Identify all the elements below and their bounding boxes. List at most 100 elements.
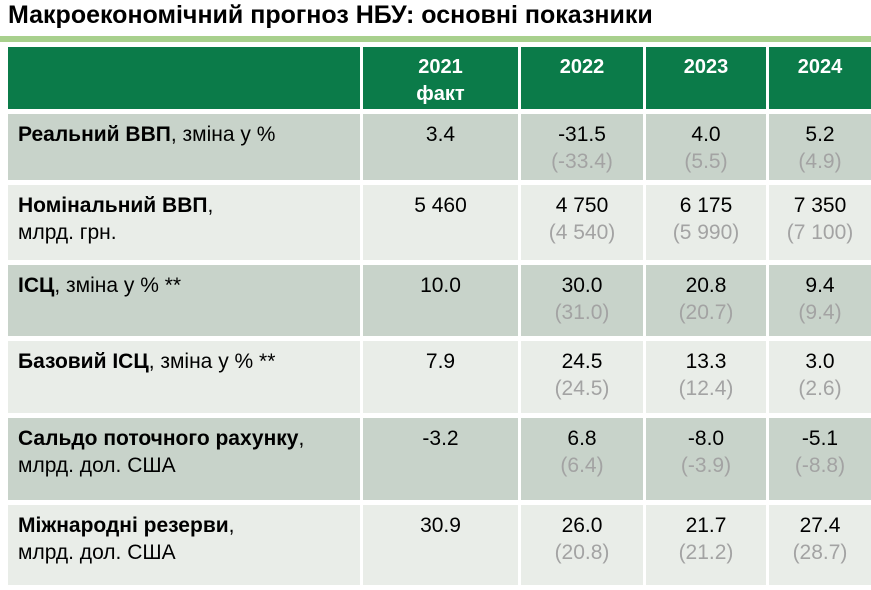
value-cell: 7 350 (7 100): [769, 185, 871, 260]
value-cell: 9.4 (9.4): [769, 265, 871, 336]
main-value: 4 750: [555, 194, 609, 217]
revision-value: (5.5): [684, 150, 728, 173]
value-cell: 26.0 (20.8): [521, 505, 643, 585]
table-row-international-reserves: Міжнародні резерви, млрд. дол. США 30.9 2…: [8, 505, 871, 585]
column-header-2021-year: 2021: [418, 56, 463, 78]
main-value: 4.0: [691, 123, 721, 146]
main-value: -3.2: [422, 427, 459, 450]
row-label-rest: , зміна у % **: [148, 350, 276, 373]
main-value: 30.9: [420, 514, 461, 537]
main-value: 7.9: [425, 350, 456, 373]
revision-value: (20.7): [678, 301, 734, 324]
row-label-rest: , зміна у %: [170, 123, 276, 146]
header-row: 2021 факт 2022 2023 2024: [8, 47, 871, 109]
revision-value: (9.4): [798, 301, 842, 324]
main-value: 27.4: [799, 514, 841, 537]
revision-value: (6.4): [560, 454, 604, 477]
value-cell: 30.9: [363, 505, 518, 585]
row-label-bold: ІСЦ: [18, 274, 55, 297]
value-cell: -8.0 (-3.9): [646, 418, 766, 500]
value-cell: 13.3 (12.4): [646, 341, 766, 413]
revision-value: (20.8): [554, 541, 610, 564]
row-label: Міжнародні резерви, млрд. дол. США: [8, 505, 360, 585]
value-cell: 21.7 (21.2): [646, 505, 766, 585]
column-header-2024: 2024: [769, 47, 871, 109]
revision-value: (21.2): [678, 541, 734, 564]
column-header-2021: 2021 факт: [363, 47, 518, 109]
main-value: 26.0: [561, 514, 603, 537]
main-value: 30.0: [561, 274, 603, 297]
main-value: 13.3: [685, 350, 727, 373]
main-value: 5 460: [414, 194, 467, 217]
revision-value: (2.6): [798, 377, 842, 400]
row-label-bold: Реальний ВВП: [18, 123, 171, 146]
revision-value: (31.0): [554, 301, 610, 324]
revision-value: (7 100): [786, 221, 854, 244]
value-cell: 30.0 (31.0): [521, 265, 643, 336]
main-value: -31.5: [558, 123, 606, 146]
row-label: Сальдо поточного рахунку, млрд. дол. США: [8, 418, 360, 500]
row-label-unit: млрд. дол. США: [18, 454, 176, 477]
column-header-2023: 2023: [646, 47, 766, 109]
main-value: 10.0: [420, 274, 461, 297]
row-label-rest: ,: [207, 194, 214, 217]
value-cell: 20.8 (20.7): [646, 265, 766, 336]
value-cell: 5 460: [363, 185, 518, 260]
main-value: 24.5: [561, 350, 603, 373]
revision-value: (-8.8): [794, 454, 846, 477]
row-label-bold: Базовий ІСЦ: [18, 350, 149, 373]
revision-value: (-33.4): [551, 150, 613, 173]
revision-value: (24.5): [554, 377, 610, 400]
row-label-rest: ,: [228, 514, 235, 537]
value-cell: 10.0: [363, 265, 518, 336]
main-value: 21.7: [685, 514, 727, 537]
row-label: Базовий ІСЦ, зміна у % **: [8, 341, 360, 413]
table-row-core-cpi: Базовий ІСЦ, зміна у % ** 7.9 24.5 (24.5)…: [8, 341, 871, 413]
row-label: Номінальний ВВП, млрд. грн.: [8, 185, 360, 260]
value-cell: 4 750 (4 540): [521, 185, 643, 260]
value-cell: -5.1 (-8.8): [769, 418, 871, 500]
main-value: 5.2: [805, 123, 835, 146]
revision-value: (4.9): [798, 150, 842, 173]
main-value: -5.1: [801, 427, 839, 450]
value-cell: 6.8 (6.4): [521, 418, 643, 500]
row-label-unit: млрд. грн.: [18, 221, 117, 244]
table-row-current-account: Сальдо поточного рахунку, млрд. дол. США …: [8, 418, 871, 500]
row-label-unit: млрд. дол. США: [18, 541, 176, 564]
row-label-bold: Номінальний ВВП: [18, 194, 208, 217]
value-cell: 7.9: [363, 341, 518, 413]
value-cell: 3.0 (2.6): [769, 341, 871, 413]
row-label: Реальний ВВП, зміна у %: [8, 114, 360, 180]
value-cell: 27.4 (28.7): [769, 505, 871, 585]
value-cell: 24.5 (24.5): [521, 341, 643, 413]
row-label-rest: , зміна у % **: [54, 274, 182, 297]
value-cell: -31.5 (-33.4): [521, 114, 643, 180]
main-value: -8.0: [687, 427, 725, 450]
table-row-real-gdp: Реальний ВВП, зміна у % 3.4 -31.5 (-33.4)…: [8, 114, 871, 180]
column-header-2022: 2022: [521, 47, 643, 109]
main-value: 20.8: [685, 274, 727, 297]
table-row-cpi: ІСЦ, зміна у % ** 10.0 30.0 (31.0) 20.8 (2…: [8, 265, 871, 336]
row-label: ІСЦ, зміна у % **: [8, 265, 360, 336]
value-cell: -3.2: [363, 418, 518, 500]
revision-value: (-3.9): [680, 454, 732, 477]
value-cell: 3.4: [363, 114, 518, 180]
value-cell: 4.0 (5.5): [646, 114, 766, 180]
revision-value: (5 990): [672, 221, 740, 244]
row-label-bold: Міжнародні резерви: [18, 514, 229, 537]
accent-rule: [0, 36, 871, 42]
main-value: 6 175: [679, 194, 733, 217]
forecast-table: 2021 факт 2022 2023 2024 Реальний ВВП, з…: [5, 42, 871, 590]
corner-cell: [8, 47, 360, 109]
column-header-2021-fact: факт: [416, 83, 465, 105]
page-title: Макроекономічний прогноз НБУ: основні по…: [8, 1, 653, 29]
revision-value: (4 540): [548, 221, 616, 244]
main-value: 6.8: [567, 427, 597, 450]
table-row-nominal-gdp: Номінальний ВВП, млрд. грн. 5 460 4 750 (4…: [8, 185, 871, 260]
main-value: 9.4: [805, 274, 835, 297]
row-label-rest: ,: [298, 427, 305, 450]
main-value: 3.0: [805, 350, 835, 373]
row-label-bold: Сальдо поточного рахунку: [18, 427, 299, 450]
revision-value: (28.7): [792, 541, 848, 564]
